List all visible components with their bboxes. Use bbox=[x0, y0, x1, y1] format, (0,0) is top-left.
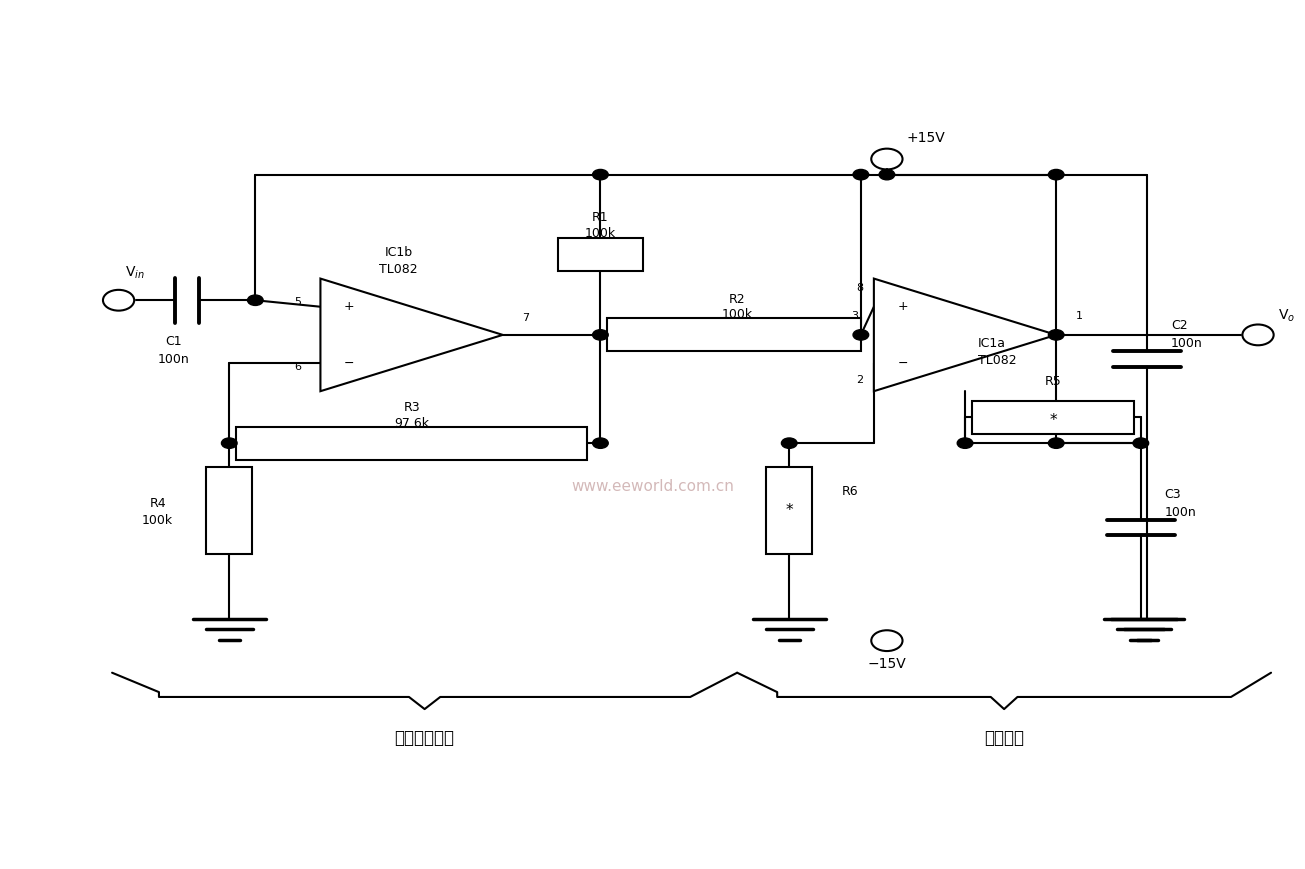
Polygon shape bbox=[874, 279, 1056, 391]
Bar bbox=[766, 467, 812, 554]
Circle shape bbox=[592, 329, 608, 340]
Text: R5: R5 bbox=[1044, 375, 1061, 388]
Text: R3: R3 bbox=[403, 401, 420, 415]
Text: 1: 1 bbox=[1075, 311, 1083, 321]
Text: R4: R4 bbox=[149, 497, 166, 510]
Text: 7: 7 bbox=[522, 313, 530, 322]
Text: −: − bbox=[898, 356, 908, 369]
Text: V$_{in}$: V$_{in}$ bbox=[125, 264, 145, 281]
Circle shape bbox=[958, 438, 972, 448]
Text: 3: 3 bbox=[851, 311, 857, 321]
Bar bbox=[607, 318, 861, 351]
Text: V$_o$: V$_o$ bbox=[1278, 308, 1295, 324]
Text: TL082: TL082 bbox=[977, 355, 1017, 368]
Text: C3: C3 bbox=[1164, 488, 1181, 501]
Text: 设置增益: 设置增益 bbox=[984, 729, 1024, 746]
Text: 100k: 100k bbox=[585, 227, 616, 240]
Text: −: − bbox=[343, 356, 355, 369]
Circle shape bbox=[1048, 438, 1064, 448]
Text: R2: R2 bbox=[728, 293, 745, 306]
Bar bbox=[236, 427, 587, 460]
Text: 5: 5 bbox=[294, 297, 301, 308]
Text: 8: 8 bbox=[856, 282, 864, 293]
Text: R6: R6 bbox=[842, 485, 857, 498]
Text: www.eeworld.com.cn: www.eeworld.com.cn bbox=[572, 479, 733, 494]
Circle shape bbox=[222, 438, 238, 448]
Bar bbox=[559, 238, 643, 271]
Circle shape bbox=[1133, 438, 1148, 448]
Text: 100n: 100n bbox=[158, 353, 189, 366]
Circle shape bbox=[248, 295, 264, 305]
Circle shape bbox=[1048, 169, 1064, 180]
Text: 4: 4 bbox=[977, 401, 985, 412]
Text: +15V: +15V bbox=[907, 131, 945, 145]
Circle shape bbox=[592, 169, 608, 180]
Text: TL082: TL082 bbox=[380, 263, 418, 276]
Circle shape bbox=[592, 438, 608, 448]
Text: +: + bbox=[898, 300, 908, 313]
Text: 6: 6 bbox=[294, 362, 301, 373]
Circle shape bbox=[853, 329, 869, 340]
Text: 2: 2 bbox=[856, 375, 864, 385]
Text: *: * bbox=[786, 503, 793, 518]
Text: *: * bbox=[1049, 413, 1057, 428]
Text: IC1b: IC1b bbox=[385, 246, 412, 259]
Text: IC1a: IC1a bbox=[977, 337, 1006, 350]
Circle shape bbox=[880, 169, 895, 180]
Polygon shape bbox=[321, 279, 502, 391]
Text: C1: C1 bbox=[166, 335, 183, 348]
Text: 100k: 100k bbox=[142, 514, 174, 527]
Text: 100n: 100n bbox=[1164, 506, 1195, 519]
Text: −15V: −15V bbox=[868, 657, 906, 671]
Text: R1: R1 bbox=[592, 211, 608, 224]
Text: 100n: 100n bbox=[1171, 336, 1202, 349]
Text: +: + bbox=[343, 300, 355, 313]
Circle shape bbox=[1048, 329, 1064, 340]
Text: C2: C2 bbox=[1171, 319, 1188, 332]
Text: 设置输入电阻: 设置输入电阻 bbox=[394, 729, 454, 746]
Text: 100k: 100k bbox=[722, 308, 753, 322]
Text: 97.6k: 97.6k bbox=[394, 417, 429, 430]
Bar bbox=[971, 401, 1134, 434]
Circle shape bbox=[782, 438, 797, 448]
Bar bbox=[206, 467, 252, 554]
Circle shape bbox=[853, 169, 869, 180]
